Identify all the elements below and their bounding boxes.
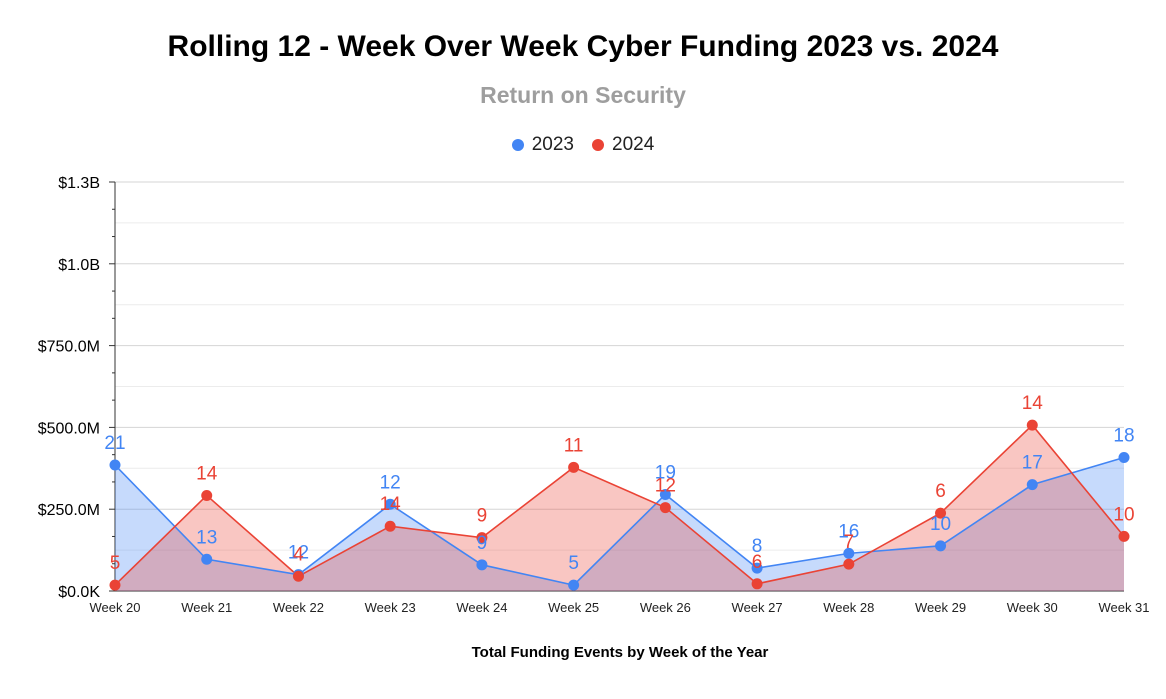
data-label-2024: 11	[564, 435, 584, 456]
data-label-2023: 12	[288, 543, 309, 564]
chart-title: Rolling 12 - Week Over Week Cyber Fundin…	[167, 30, 999, 63]
point-2024	[1118, 530, 1130, 542]
chart-subtitle: Return on Security	[480, 82, 686, 108]
legend-item-2024[interactable]: 2024	[592, 134, 654, 156]
data-label-2024: 10	[1113, 504, 1134, 525]
y-tick-label: $250.0M	[38, 502, 100, 519]
point-2024	[109, 579, 121, 591]
data-label-2024: 14	[380, 494, 402, 515]
line-2024	[114, 423, 1125, 586]
point-2024	[568, 461, 580, 473]
point-2023	[659, 488, 671, 500]
x-tick-label: Week 20	[89, 600, 140, 615]
data-label-2023: 17	[1022, 453, 1043, 474]
data-label-2024: 14	[196, 463, 218, 484]
x-tick-label: Week 21	[181, 600, 232, 615]
point-2023	[935, 540, 947, 552]
x-axis-label: Total Funding Events by Week of the Year	[471, 644, 769, 661]
legend-label-2023: 2023	[531, 134, 574, 155]
point-2023	[201, 553, 213, 565]
point-2023	[1026, 479, 1038, 491]
data-label-2024: 7	[844, 532, 855, 553]
data-label-2024: 4	[293, 544, 304, 565]
y-tick-label: $0.0K	[58, 584, 100, 601]
data-label-2024: 14	[1022, 393, 1044, 414]
line-2023	[114, 456, 1125, 586]
point-2024	[751, 578, 763, 590]
legend-marker-2024	[592, 139, 604, 151]
y-tick-label: $750.0M	[38, 339, 100, 356]
point-2024	[201, 489, 213, 501]
point-2023	[476, 559, 488, 571]
data-label-2023: 10	[930, 514, 951, 535]
data-label-2024: 6	[752, 552, 763, 573]
x-tick-label: Week 23	[365, 600, 416, 615]
data-label-2024: 9	[477, 506, 488, 527]
point-2024	[843, 558, 855, 570]
x-tick-label: Week 31	[1098, 600, 1149, 615]
data-label-2023: 16	[838, 521, 859, 542]
point-2024	[1026, 419, 1038, 431]
data-label-2024: 6	[935, 481, 946, 502]
x-tick-label: Week 25	[548, 600, 599, 615]
point-2024	[935, 507, 947, 519]
y-tick-label: $1.3B	[58, 175, 100, 192]
point-2023	[384, 498, 396, 510]
x-tick-label: Week 30	[1007, 600, 1058, 615]
data-label-2023: 8	[752, 536, 763, 557]
area-2024	[115, 425, 1124, 591]
point-2024	[659, 502, 671, 514]
data-label-2023: 5	[568, 553, 579, 574]
x-tick-label: Week 29	[915, 600, 966, 615]
point-2023	[751, 562, 763, 574]
point-2024	[476, 532, 488, 544]
data-label-2023: 12	[380, 472, 401, 493]
data-label-2023: 9	[477, 533, 488, 554]
point-2023	[568, 579, 580, 591]
point-2024	[292, 570, 304, 582]
legend-label-2024: 2024	[612, 134, 655, 155]
data-label-2024: 5	[110, 553, 121, 574]
data-label-2023: 21	[104, 433, 125, 454]
data-label-2023: 19	[655, 462, 676, 483]
x-tick-label: Week 26	[640, 600, 691, 615]
y-tick-label: $1.0B	[58, 257, 100, 274]
legend: 2023 2024	[0, 134, 1166, 156]
point-2023	[1118, 452, 1130, 464]
point-2023	[109, 459, 121, 471]
data-label-2023: 13	[196, 527, 217, 548]
data-label-2023: 18	[1113, 426, 1134, 447]
x-tick-label: Week 22	[273, 600, 324, 615]
data-label-2024: 12	[655, 476, 676, 497]
legend-item-2023[interactable]: 2023	[511, 134, 574, 156]
x-tick-label: Week 24	[456, 600, 507, 615]
y-tick-label: $500.0M	[38, 420, 100, 437]
point-2023	[843, 547, 855, 559]
legend-marker-2023	[511, 139, 524, 151]
x-tick-label: Week 28	[823, 600, 874, 615]
area-2023	[115, 457, 1124, 591]
point-2024	[384, 520, 396, 532]
x-tick-label: Week 27	[732, 600, 783, 615]
